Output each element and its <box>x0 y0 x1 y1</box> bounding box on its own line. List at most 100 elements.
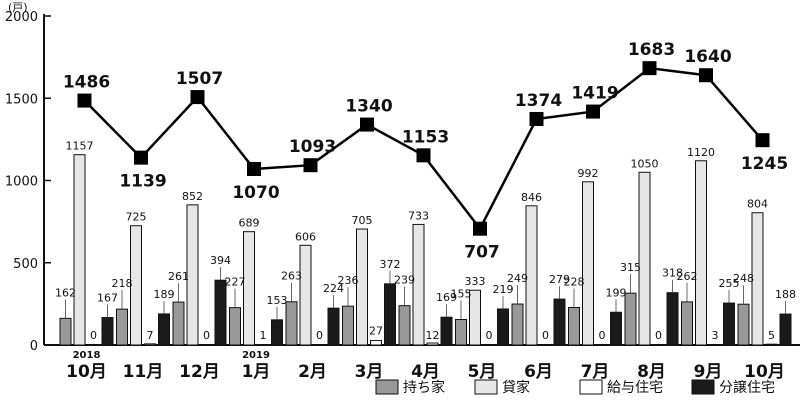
line-point <box>416 148 431 163</box>
bar-1 <box>186 204 199 346</box>
x-category-label: 10月 <box>66 362 107 382</box>
bar-value-label: 0 <box>203 329 210 342</box>
bar-value-label: 852 <box>182 190 203 203</box>
line-value-label: 1153 <box>402 127 449 147</box>
x-category-label: 9月 <box>694 362 723 382</box>
bar-0 <box>398 305 411 346</box>
line-point <box>134 150 148 165</box>
bar-value-label: 249 <box>507 272 528 285</box>
bar-1 <box>582 181 594 346</box>
bar-3 <box>214 279 227 346</box>
line-value-label: 1139 <box>119 172 166 192</box>
bar-value-label: 262 <box>677 270 698 283</box>
line-point <box>77 93 92 108</box>
line-value-label: 1683 <box>628 40 675 60</box>
legend-swatch <box>375 379 399 395</box>
bar-value-label: 239 <box>394 274 415 287</box>
bar-value-label: 3 <box>712 329 719 342</box>
bar-1 <box>130 225 142 346</box>
line-point <box>699 68 713 83</box>
bar-3 <box>553 298 566 346</box>
bar-0 <box>455 319 467 346</box>
bar-1 <box>412 223 425 346</box>
bar-value-label: 725 <box>126 211 147 224</box>
y-tick-label: 0 <box>30 339 38 354</box>
bar-3 <box>497 308 509 346</box>
bar-value-label: 199 <box>606 286 627 299</box>
bar-value-label: 1050 <box>631 157 659 170</box>
bar-value-label: 846 <box>521 191 542 204</box>
y-tick-label: 1500 <box>5 92 38 107</box>
bar-value-label: 1157 <box>66 140 94 153</box>
bar-value-label: 333 <box>465 275 486 288</box>
bar-value-label: 248 <box>733 272 754 285</box>
x-category-label: 11月 <box>123 362 164 382</box>
bar-value-label: 0 <box>599 329 606 342</box>
year-label: 2019 <box>242 350 270 361</box>
legend-label: 貸家 <box>502 379 530 396</box>
bar-1 <box>73 154 86 346</box>
bar-value-label: 162 <box>55 286 76 299</box>
bar-value-label: 804 <box>747 198 768 211</box>
bar-value-label: 155 <box>451 288 472 301</box>
line-value-label: 1419 <box>571 84 618 104</box>
bar-value-label: 7 <box>147 329 154 342</box>
line-point <box>529 111 544 126</box>
bar-value-label: 189 <box>154 288 175 301</box>
x-category-label: 5月 <box>468 362 497 382</box>
line-value-label: 1070 <box>232 183 279 203</box>
line-point <box>360 117 374 132</box>
x-category-label: 1月 <box>242 362 271 382</box>
bar-3 <box>384 283 396 346</box>
y-tick-label: 1000 <box>5 175 38 190</box>
x-category-label: 4月 <box>411 362 440 382</box>
bar-value-label: 236 <box>338 274 359 287</box>
bar-value-label: 153 <box>267 294 288 307</box>
bar-value-label: 0 <box>486 329 493 342</box>
bar-value-label: 0 <box>542 329 549 342</box>
x-category-label: 8月 <box>637 362 666 382</box>
bar-0 <box>229 307 241 346</box>
bar-value-label: 318 <box>662 267 683 280</box>
bar-value-label: 224 <box>323 282 344 295</box>
x-category-label: 12月 <box>179 362 220 382</box>
legend-label: 給与住宅 <box>607 380 663 396</box>
bar-2 <box>370 340 382 346</box>
x-category-label: 6月 <box>524 362 553 382</box>
bar-3 <box>440 316 453 346</box>
bar-3 <box>327 307 340 346</box>
line-point <box>473 221 487 236</box>
bar-3 <box>271 319 283 346</box>
bar-2 <box>426 342 439 346</box>
x-category-label: 7月 <box>581 362 610 382</box>
bar-1 <box>243 231 255 346</box>
bar-value-label: 606 <box>295 230 316 243</box>
bar-1 <box>299 244 312 346</box>
bar-value-label: 218 <box>112 277 133 290</box>
bar-value-label: 394 <box>210 254 231 267</box>
bar-value-label: 5 <box>768 329 775 342</box>
bar-0 <box>681 301 693 346</box>
bar-value-label: 1 <box>260 329 267 342</box>
bar-value-label: 689 <box>239 217 260 230</box>
line-point <box>247 161 261 176</box>
bar-value-label: 167 <box>97 292 118 305</box>
line-value-label: 1374 <box>515 91 562 111</box>
bar-value-label: 733 <box>408 209 429 222</box>
legend-label: 持ち家 <box>403 379 445 396</box>
bar-1 <box>525 205 538 346</box>
bar-1 <box>356 228 368 346</box>
line-value-label: 1245 <box>741 154 788 174</box>
line-value-label: 1340 <box>345 97 392 117</box>
bar-value-label: 315 <box>620 261 641 274</box>
bar-3 <box>610 311 622 346</box>
bar-0 <box>342 305 354 346</box>
legend-swatch <box>691 379 715 395</box>
y-tick-label: 500 <box>13 257 38 272</box>
x-category-label: 10月 <box>744 362 785 382</box>
bar-value-label: 27 <box>369 325 383 338</box>
y-tick-label: 2000 <box>5 10 38 25</box>
bar-3 <box>723 302 735 346</box>
